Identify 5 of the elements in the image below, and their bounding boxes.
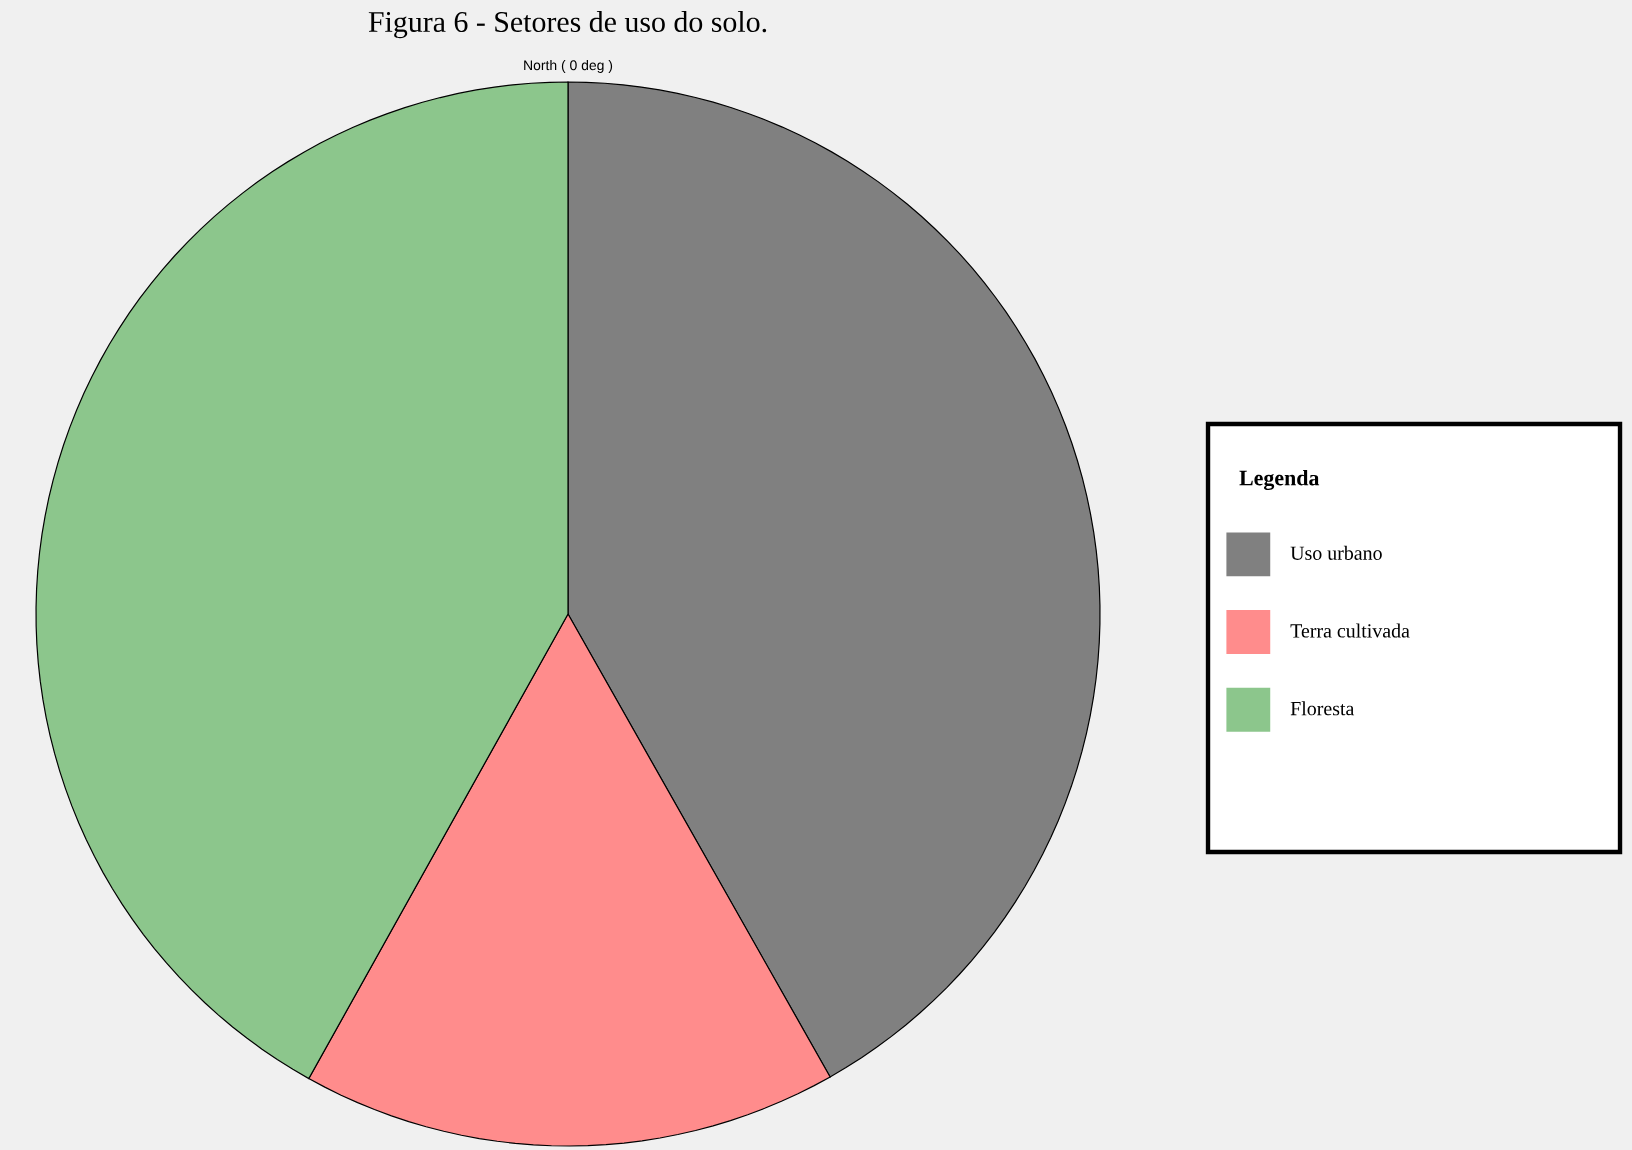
- chart-title: Figura 6 - Setores de uso do solo.: [368, 11, 767, 39]
- legend-title: Legenda: [1239, 469, 1320, 491]
- legend-label: Floresta: [1290, 701, 1355, 716]
- legend-label: Uso urbano: [1290, 545, 1382, 560]
- legend-label: Terra cultivada: [1290, 623, 1410, 638]
